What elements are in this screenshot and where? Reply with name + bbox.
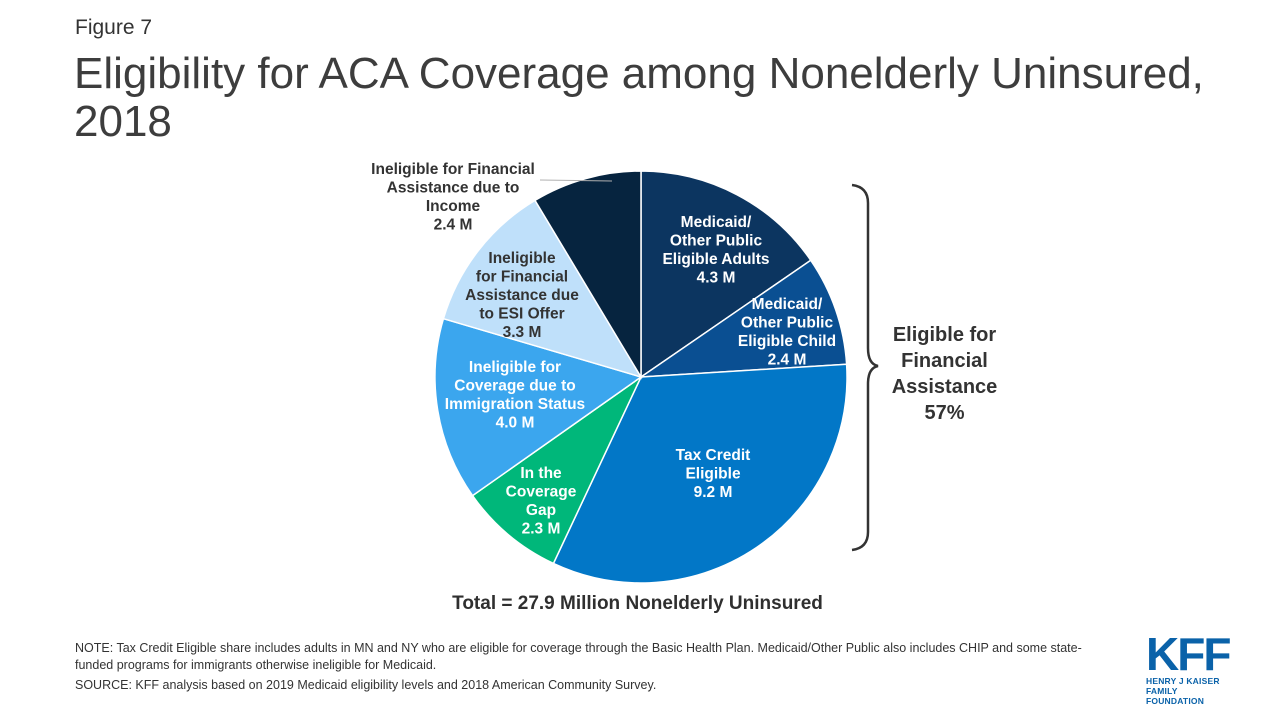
slice-label-line: Medicaid/ (681, 214, 752, 231)
bracket-label-line: Eligible for (892, 324, 997, 346)
slice-label-line: for Financial (476, 269, 568, 286)
logo-mark: KFF (1146, 628, 1231, 680)
slice-label-line: In the (520, 465, 562, 482)
slice-label-line: Coverage (506, 484, 577, 501)
pie-slice (552, 363, 848, 584)
slice-label-line: Eligible Adults (662, 251, 769, 268)
slice-label-line: Immigration Status (445, 396, 585, 413)
slice-label-line: Ineligible for Financial (371, 161, 535, 178)
slice-label-line: Eligible Child (738, 333, 836, 350)
slice-label-line: Assistance due (465, 287, 579, 304)
logo-line: FAMILY FOUNDATION (1146, 686, 1205, 706)
eligible-bracket-label: Eligible for Financial Assistance 57% (872, 322, 1017, 426)
bracket-label-line: Assistance (891, 376, 998, 398)
total-label: Total = 27.9 Million Nonelderly Uninsure… (452, 593, 823, 614)
note-text: NOTE: Tax Credit Eligible share includes… (75, 641, 1082, 672)
slice-label: Medicaid/Other Public Eligible Adults 4.3 … (662, 214, 769, 287)
kff-logo: KFF HENRY J KAISER FAMILY FOUNDATION (1146, 628, 1236, 706)
pie-slice (442, 199, 643, 379)
pie-slice (638, 259, 848, 378)
slice-label-line: Income (426, 198, 481, 215)
slice-label-line: 2.4 M (768, 352, 807, 369)
pie-slice (533, 170, 642, 380)
slice-label-line: 4.0 M (496, 415, 535, 432)
logo-line: HENRY J KAISER (1146, 676, 1220, 686)
bracket-label-percent: 57% (924, 402, 965, 424)
slice-label: Ineligible for Coverage due to Immigration… (445, 359, 585, 432)
source-text: SOURCE: KFF analysis based on 2019 Medic… (75, 678, 657, 692)
slice-label-line: Medicaid/ (752, 296, 823, 313)
slice-label-line: Coverage due to (454, 378, 575, 395)
slice-label-line: to ESI Offer (479, 306, 564, 323)
slice-label-line: Assistance due to (387, 180, 520, 197)
slice-label-line: Gap (526, 502, 556, 519)
slice-label: Medicaid/Other Public Eligible Child 2.4 M (738, 296, 836, 369)
slice-label-line: Eligible (685, 466, 741, 483)
slice-label-line: Ineligible for (469, 359, 561, 376)
slice-label: Tax Credit Eligible 9.2 M (676, 447, 751, 501)
slice-label-line: Other Public (670, 233, 763, 250)
slice-label: Ineligible for Financial Assistance due to … (465, 250, 579, 341)
slice-label-line: 2.3 M (522, 521, 561, 538)
pie-slice (640, 170, 812, 379)
eligible-bracket (851, 183, 879, 552)
slice-label-line: Other Public (741, 315, 834, 332)
income-label-leader (539, 179, 613, 182)
slice-label: Ineligible for Financial Assistance due t… (371, 161, 535, 234)
pie-slice (471, 374, 643, 565)
figure-label: Figure 7 (75, 16, 153, 39)
slice-label-line: Ineligible (488, 250, 556, 267)
slice-label-line: 2.4 M (434, 217, 473, 234)
slice-label-line: Tax Credit (676, 447, 751, 464)
pie-slice (434, 317, 643, 497)
slice-label: In the Coverage Gap 2.3 M (506, 465, 577, 538)
slice-label-line: 3.3 M (503, 324, 542, 341)
page-title: Eligibility for ACA Coverage among Nonel… (74, 49, 1204, 146)
slice-label-line: 4.3 M (697, 270, 736, 287)
bracket-label-line: Financial (901, 350, 988, 372)
slice-label-line: 9.2 M (694, 484, 733, 501)
